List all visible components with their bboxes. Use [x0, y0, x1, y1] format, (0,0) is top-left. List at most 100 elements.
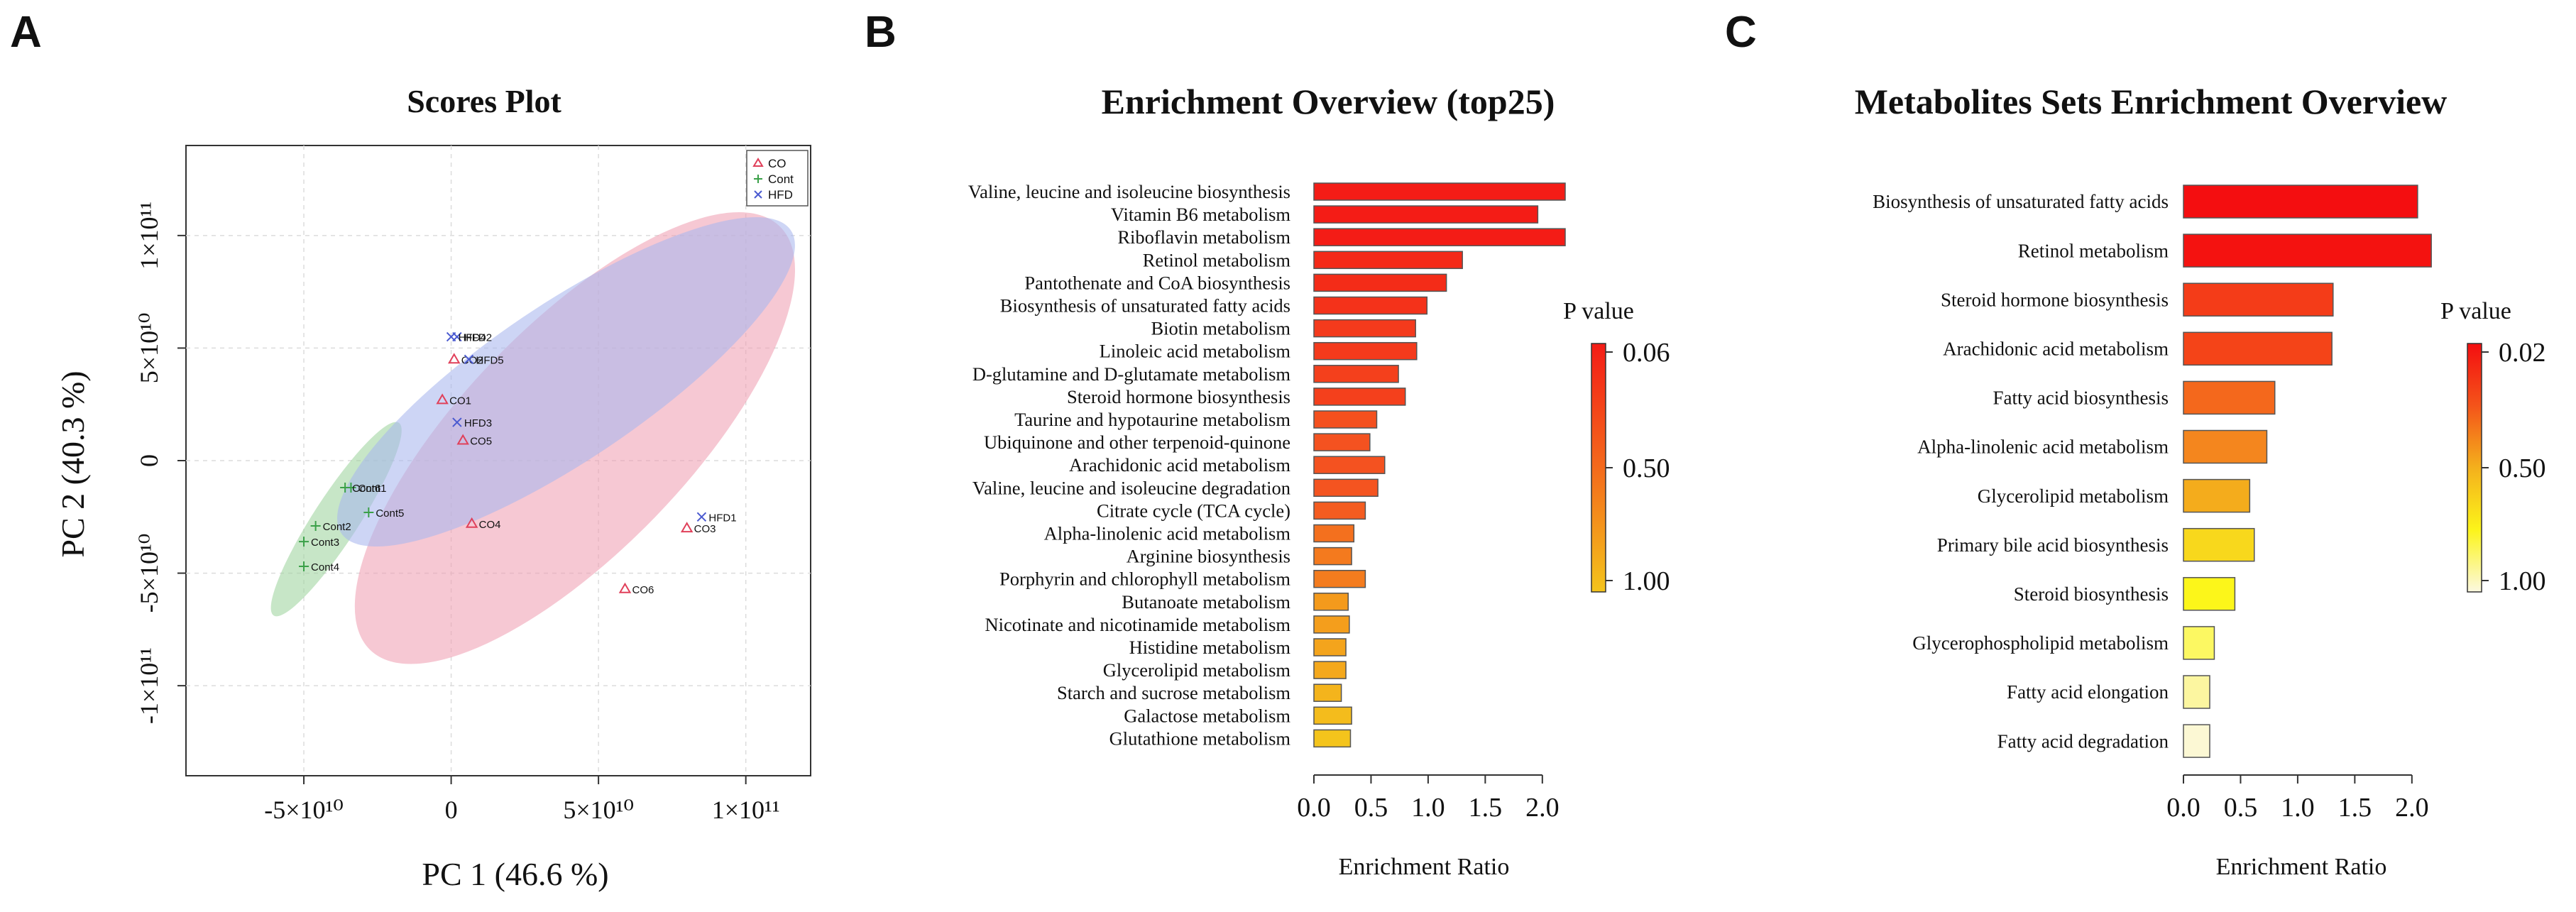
enrichment-bar	[2183, 331, 2333, 366]
enrichment-bar	[2183, 429, 2268, 464]
enrichment-top25-colorbar-title: P value	[1563, 298, 1634, 324]
scores-y-tick-label: 5×10¹⁰	[135, 313, 163, 384]
x-tick-label: 1.5	[1469, 793, 1503, 823]
x-tick-label: 1.0	[2281, 793, 2315, 823]
sample-points: CO1CO2CO3CO4CO5CO6Cont1Cont2Cont3Cont4Co…	[299, 332, 737, 596]
cont6-point	[340, 483, 351, 493]
colorbar-tick-label: 0.50	[2499, 454, 2546, 483]
enrichment-bar	[1313, 296, 1428, 315]
enrichment-bar	[1313, 228, 1566, 246]
category-label: Butanoate metabolism	[1122, 591, 1290, 612]
enrichment-bar	[2183, 380, 2276, 415]
category-label: Retinol metabolism	[2018, 240, 2169, 261]
category-label: Arginine biosynthesis	[1127, 546, 1290, 567]
enrichment-top25-category-labels: Valine, leucine and isoleucine biosynthe…	[968, 181, 1290, 749]
enrichment-bar	[1313, 638, 1347, 656]
x-tick-label: 0.5	[1354, 793, 1388, 823]
hfd1-point	[696, 512, 707, 522]
category-label: Steroid biosynthesis	[2014, 583, 2169, 605]
enrichment-bar	[2183, 724, 2210, 758]
category-label: Valine, leucine and isoleucine biosynthe…	[968, 181, 1290, 202]
x-tick-label: 0.0	[2166, 793, 2200, 823]
scores-y-tick-label: -5×10¹⁰	[135, 534, 163, 613]
enrichment-bar	[1313, 365, 1399, 383]
scores-y-label: PC 2 (40.3 %)	[55, 370, 91, 557]
sample-label: Cont4	[311, 561, 339, 573]
metabolite-sets-colorbar-ticks: 0.02 0.50 1.00	[2482, 338, 2546, 596]
metabolite-sets-chart: Metabolites Sets Enrichment Overview Bio…	[1855, 82, 2546, 880]
category-label: Galactose metabolism	[1124, 705, 1290, 726]
enrichment-bar	[2183, 626, 2215, 660]
category-label: Arachidonic acid metabolism	[1943, 338, 2169, 359]
enrichment-bar	[2183, 282, 2334, 317]
co6-point	[618, 582, 632, 593]
sample-label: HFD3	[464, 417, 492, 429]
enrichment-bar	[1313, 478, 1379, 498]
enrichment-bar	[1313, 341, 1418, 361]
sample-label: Cont1	[358, 483, 386, 495]
co4-point	[465, 517, 478, 528]
scores-plot-title: Scores Plot	[407, 83, 561, 119]
category-label: Fatty acid degradation	[1997, 730, 2169, 752]
scores-x-tick-label: 1×10¹¹	[712, 796, 780, 824]
sample-label: CO1	[449, 395, 471, 407]
co1-point	[436, 393, 449, 405]
category-label: Arachidonic acid metabolism	[1069, 454, 1290, 476]
category-label: Alpha-linolenic acid metabolism	[1917, 436, 2169, 458]
panel-letter-c: C	[1725, 8, 1757, 57]
enrichment-bar	[1313, 524, 1355, 543]
hfd-ellipse	[337, 216, 795, 547]
x-tick-label: 2.0	[2395, 793, 2429, 823]
enrichment-bar	[1313, 433, 1371, 451]
co5-point	[456, 434, 469, 445]
scores-plot: Scores Plot -5×10¹⁰ 0 5×10¹⁰ 1×10¹¹-1×10¹¹-…	[55, 83, 811, 892]
category-label: Glycerolipid metabolism	[1103, 659, 1291, 681]
enrichment-bar	[1313, 729, 1352, 748]
category-label: Fatty acid elongation	[2007, 681, 2169, 703]
scores-y-tick-label: 0	[135, 454, 163, 467]
category-label: Starch and sucrose metabolism	[1057, 682, 1290, 703]
enrichment-bar	[1313, 319, 1416, 338]
colorbar-tick-label: 0.02	[2499, 338, 2546, 368]
enrichment-top25-x-axis: 0.0 0.5 1.0 1.5 2.0	[1297, 774, 1560, 823]
co3-point	[680, 522, 694, 533]
enrichment-top25-colorbar-ticks: 0.06 0.50 1.00	[1606, 338, 1670, 596]
enrichment-top25-bars	[1313, 182, 1566, 748]
x-tick-label: 2.0	[1525, 793, 1560, 823]
category-label: Pantothenate and CoA biosynthesis	[1024, 272, 1290, 293]
sample-label: CO6	[632, 584, 654, 596]
enrichment-bar	[1313, 615, 1350, 634]
x-tick-label: 0.0	[1297, 793, 1331, 823]
category-label: Glycerophospholipid metabolism	[1912, 632, 2169, 654]
x-tick-label: 0.5	[2224, 793, 2258, 823]
sample-label: CO3	[694, 523, 716, 535]
metabolite-sets-bars	[2183, 185, 2432, 758]
enrichment-top25-title: Enrichment Overview (top25)	[1102, 82, 1555, 121]
category-label: Riboflavin metabolism	[1117, 226, 1290, 248]
enrichment-top25-x-label: Enrichment Ratio	[1339, 854, 1510, 880]
scores-legend: CO Cont HFD	[746, 150, 809, 207]
sample-label: HFD5	[476, 354, 503, 366]
enrichment-bar	[1313, 661, 1347, 679]
category-label: Biotin metabolism	[1151, 318, 1290, 339]
enrichment-bar	[1313, 593, 1349, 611]
enrichment-bar	[1313, 683, 1342, 702]
metabolite-sets-title: Metabolites Sets Enrichment Overview	[1855, 82, 2448, 121]
enrichment-bar	[2183, 577, 2236, 611]
category-label: Vitamin B6 metabolism	[1111, 204, 1290, 225]
category-label: Taurine and hypotaurine metabolism	[1014, 409, 1290, 430]
sample-label: CO5	[470, 435, 492, 447]
category-label: Primary bile acid biosynthesis	[1937, 534, 2169, 556]
sample-label: HFD4	[459, 332, 486, 344]
enrichment-bar	[2183, 478, 2251, 513]
scores-x-tick-label: 5×10¹⁰	[563, 796, 634, 824]
cont2-point	[310, 520, 321, 531]
cont5-point	[363, 507, 374, 517]
colorbar-tick-label: 1.00	[1623, 566, 1670, 596]
x-tick-label: 1.5	[2338, 793, 2372, 823]
category-label: D-glutamine and D-glutamate metabolism	[972, 363, 1291, 385]
metabolite-sets-x-axis: 0.0 0.5 1.0 1.5 2.0	[2166, 774, 2429, 823]
panel-letter-b: B	[865, 8, 897, 57]
category-label: Glutathione metabolism	[1109, 727, 1291, 749]
enrichment-bar	[1313, 251, 1463, 270]
